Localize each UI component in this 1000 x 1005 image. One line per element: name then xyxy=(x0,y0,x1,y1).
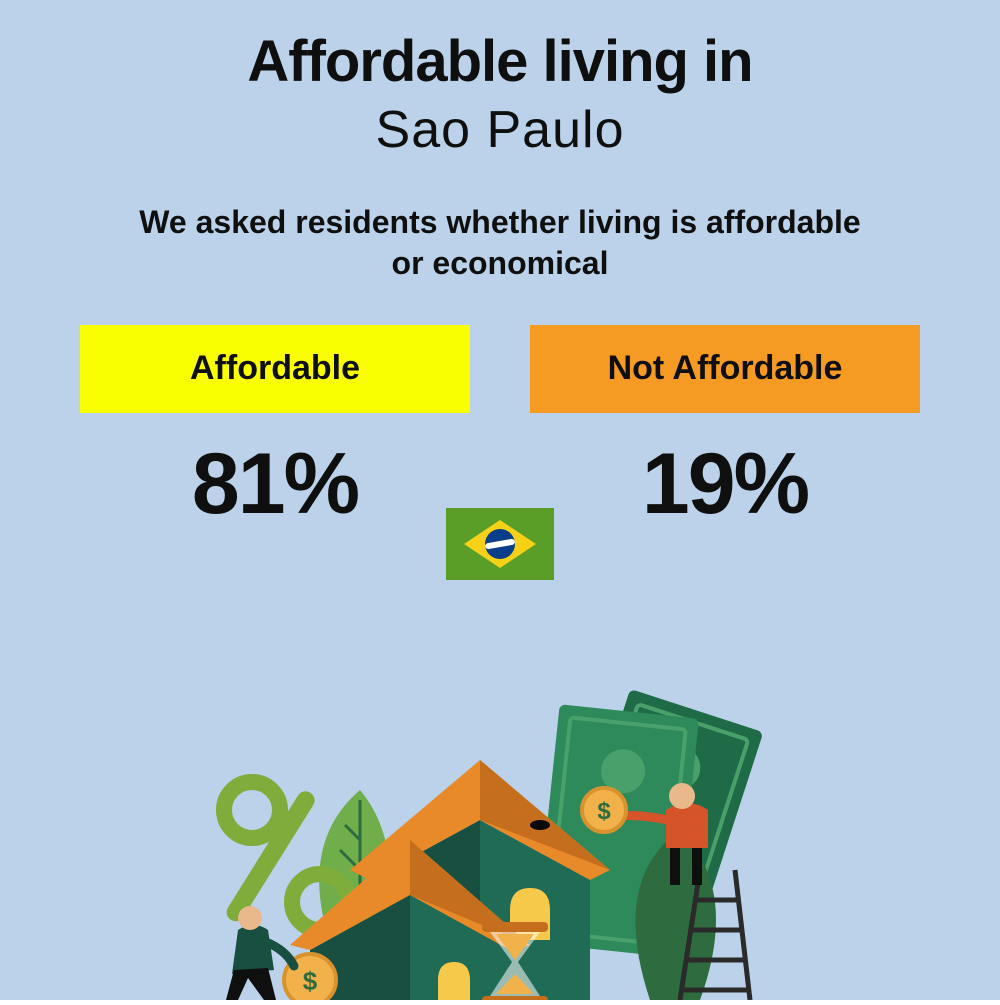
svg-text:$: $ xyxy=(303,966,318,996)
affordable-label: Affordable xyxy=(190,349,360,388)
not-affordable-column: Not Affordable 19% xyxy=(530,325,920,534)
coin-icon: $ xyxy=(582,788,626,832)
affordable-pill: Affordable xyxy=(80,325,470,413)
not-affordable-label: Not Affordable xyxy=(608,349,843,388)
survey-question: We asked residents whether living is aff… xyxy=(120,202,880,285)
affordable-percent: 81% xyxy=(80,435,470,534)
page-subtitle: Sao Paulo xyxy=(0,100,1000,160)
not-affordable-pill: Not Affordable xyxy=(530,325,920,413)
housing-savings-illustration: $ $ xyxy=(180,670,820,1000)
not-affordable-percent: 19% xyxy=(530,435,920,534)
svg-text:$: $ xyxy=(597,798,611,825)
comparison-row: Affordable 81% Not Affordable 19% xyxy=(0,325,1000,534)
page-title: Affordable living in xyxy=(0,30,1000,94)
affordable-column: Affordable 81% xyxy=(80,325,470,534)
brazil-flag-icon xyxy=(446,508,554,580)
infographic-canvas: Affordable living in Sao Paulo We asked … xyxy=(0,0,1000,1000)
